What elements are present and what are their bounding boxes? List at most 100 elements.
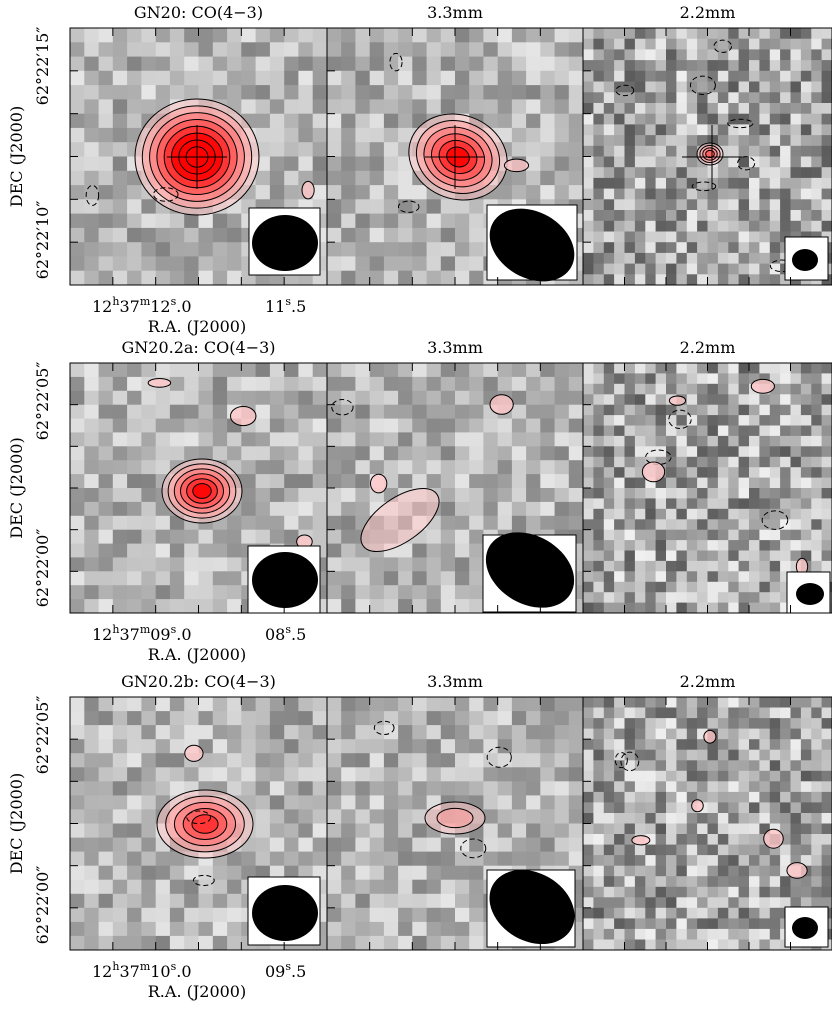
noise-pixel [811, 739, 823, 751]
noise-pixel [800, 435, 812, 447]
noise-pixel [98, 170, 114, 186]
noise-pixel [759, 435, 771, 447]
noise-pixel [112, 85, 128, 100]
noise-pixel [169, 28, 185, 43]
noise-pixel [341, 921, 356, 937]
noise-pixel [603, 373, 615, 385]
noise-pixel [645, 252, 657, 265]
noise-pixel [440, 781, 456, 796]
noise-pixel [70, 474, 85, 489]
noise-pixel [483, 363, 499, 378]
noise-pixel [497, 753, 513, 768]
noise-pixel [728, 939, 740, 950]
noise-pixel [355, 376, 371, 392]
noise-pixel [369, 85, 385, 100]
noise-pixel [811, 855, 823, 867]
noise-pixel [634, 540, 646, 552]
noise-pixel [583, 435, 594, 447]
noise-pixel [738, 263, 750, 275]
noise-pixel [790, 81, 802, 93]
noise-pixel [728, 697, 740, 709]
noise-pixel [583, 560, 594, 572]
noise-pixel [811, 220, 823, 233]
noise-pixel [790, 467, 802, 479]
noise-pixel [327, 935, 342, 950]
noise-pixel [738, 373, 750, 385]
noise-pixel [655, 823, 667, 835]
noise-pixel [717, 897, 729, 909]
noise-pixel [312, 851, 328, 867]
noise-pixel [676, 177, 688, 190]
noise-pixel [198, 418, 214, 434]
noise-pixel [568, 390, 584, 406]
noise-pixel [811, 781, 823, 793]
noise-pixel [614, 749, 626, 761]
noise-pixel [686, 135, 698, 147]
noise-pixel [455, 739, 470, 754]
noise-pixel [593, 770, 605, 782]
noise-pixel [676, 834, 688, 846]
noise-pixel [327, 270, 342, 285]
noise-pixel [383, 376, 399, 392]
noise-pixel [769, 802, 781, 814]
noise-pixel [655, 383, 667, 395]
noise-pixel [184, 879, 200, 895]
noise-pixel [169, 893, 185, 909]
noise-pixel [540, 795, 556, 811]
noise-pixel [398, 921, 413, 937]
noise-pixel [269, 809, 285, 825]
noise-pixel [412, 56, 428, 72]
noise-pixel [707, 92, 719, 104]
noise-pixel [666, 540, 677, 552]
noise-pixel [284, 28, 300, 43]
speck-contour [373, 720, 395, 736]
noise-pixel [738, 739, 750, 751]
noise-pixel [84, 557, 100, 572]
noise-pixel [759, 592, 771, 604]
noise-pixel [526, 99, 541, 115]
noise-pixel [738, 529, 750, 541]
noise-pixel [341, 85, 356, 100]
noise-pixel [469, 599, 484, 613]
noise-pixel [341, 474, 356, 489]
noise-pixel [440, 390, 456, 406]
noise-pixel [198, 767, 214, 782]
noise-pixel [241, 488, 257, 503]
noise-pixel [469, 70, 484, 86]
noise-pixel [759, 103, 771, 115]
noise-pixel [666, 156, 677, 168]
noise-pixel [800, 488, 812, 499]
noise-pixel [127, 725, 142, 740]
noise-pixel [821, 404, 832, 416]
noise-pixel [127, 213, 142, 229]
noise-pixel [728, 876, 740, 888]
noise-pixel [593, 242, 605, 254]
noise-pixel [440, 460, 456, 475]
noise-pixel [645, 529, 657, 541]
noise-pixel [697, 38, 709, 50]
noise-pixel [624, 456, 636, 468]
noise-pixel [697, 529, 709, 541]
noise-pixel [707, 918, 719, 930]
noise-pixel [666, 383, 677, 395]
noise-pixel [483, 56, 499, 72]
noise-pixel [624, 707, 636, 719]
noise-pixel [624, 210, 636, 222]
noise-pixel [269, 142, 285, 158]
noise-pixel [655, 456, 667, 468]
noise-pixel [811, 707, 823, 719]
noise-pixel [728, 231, 740, 243]
noise-pixel [697, 581, 709, 593]
noise-pixel [738, 145, 750, 158]
noise-pixel [327, 488, 342, 503]
noise-pixel [212, 227, 228, 243]
noise-pixel [440, 42, 456, 58]
noise-pixel [440, 488, 456, 503]
noise-pixel [759, 781, 771, 793]
noise-pixel [759, 718, 771, 730]
noise-pixel [127, 529, 142, 545]
noise-pixel [821, 124, 832, 136]
noise-pixel [676, 135, 688, 147]
noise-pixel [526, 767, 541, 782]
noise-pixel [84, 376, 100, 392]
